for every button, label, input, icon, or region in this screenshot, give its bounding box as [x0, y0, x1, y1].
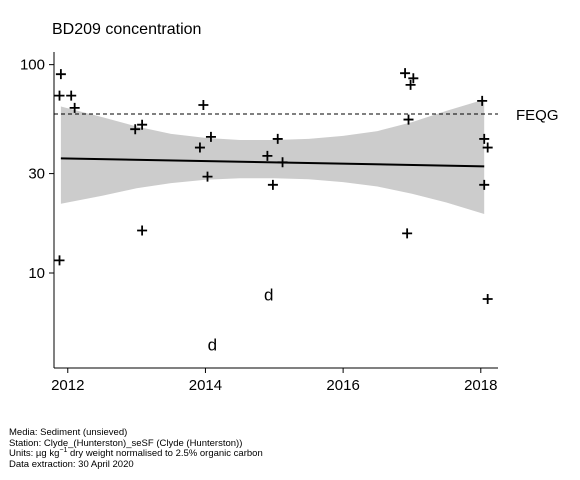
data-point — [405, 79, 416, 90]
chart-footer: Media: Sediment (unsieved) Station: Clyd… — [9, 427, 263, 470]
data-point — [202, 171, 213, 182]
data-point — [272, 133, 283, 144]
data-point — [482, 142, 493, 153]
x-tick-label: 2014 — [189, 377, 222, 394]
data-point — [482, 294, 493, 305]
data-point — [479, 133, 490, 144]
x-tick-label: 2016 — [326, 377, 359, 394]
y-tick-label: 10 — [28, 265, 45, 282]
data-point — [137, 225, 148, 236]
y-tick-label: 100 — [20, 57, 45, 74]
data-point — [130, 124, 141, 135]
data-point — [400, 68, 411, 79]
data-point — [277, 157, 288, 168]
chart: BD209 concentration FEQG dd 2012 2014 2016… — [20, 21, 559, 394]
detection-limit-labels: dd — [208, 285, 274, 354]
data-point — [402, 228, 413, 239]
footer-extraction: Data extraction: 30 April 2020 — [9, 458, 134, 470]
data-point — [54, 255, 65, 266]
data-point — [262, 150, 273, 161]
footer-units-prefix: Units: µg kg — [9, 448, 60, 459]
data-point — [194, 142, 205, 153]
data-point — [477, 95, 488, 106]
footer-units: Units: µg kg−1 dry weight normalised to … — [9, 446, 263, 460]
chart-title: BD209 concentration — [52, 21, 201, 38]
data-point — [267, 179, 278, 190]
confidence-band — [60, 99, 485, 214]
data-point — [66, 90, 77, 101]
trend-line — [60, 157, 485, 168]
data-point — [69, 102, 80, 113]
feqg-label: FEQG — [516, 107, 559, 124]
x-tick-label: 2018 — [464, 377, 497, 394]
footer-media: Media: Sediment (unsieved) — [9, 427, 128, 438]
detection-limit-label: d — [264, 285, 273, 304]
footer-units-suffix: dry weight normalised to 2.5% organic ca… — [67, 448, 263, 459]
data-point — [403, 114, 414, 125]
footer-station: Station: Clyde_(Hunterston)_seSF (Clyde … — [9, 437, 243, 449]
data-point — [137, 119, 148, 130]
data-point — [55, 69, 66, 80]
detection-limit-label: d — [208, 335, 217, 354]
y-tick-label: 30 — [28, 166, 45, 183]
data-points — [54, 68, 493, 305]
y-axis-ticks: 10 30 100 — [20, 57, 54, 282]
x-axis-ticks: 2012 2014 2016 2018 — [51, 368, 497, 394]
x-tick-label: 2012 — [51, 377, 84, 394]
footer-units-exponent: −1 — [59, 446, 68, 454]
data-point — [479, 179, 490, 190]
data-point — [205, 131, 216, 142]
data-point — [408, 73, 419, 84]
data-point — [198, 100, 209, 111]
data-point — [54, 90, 65, 101]
